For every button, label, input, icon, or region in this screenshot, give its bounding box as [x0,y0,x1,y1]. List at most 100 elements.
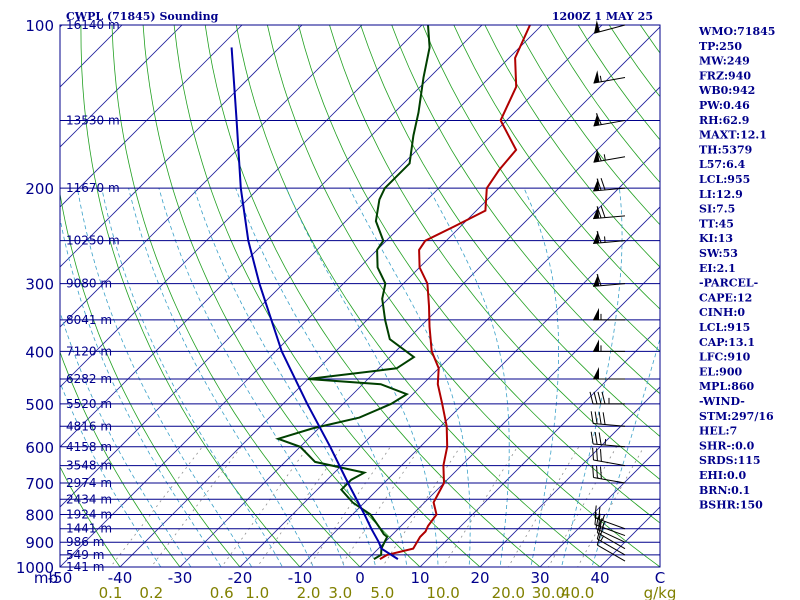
mixing-ratio-line [308,446,391,567]
index-item: MAXT:12.1 [699,129,767,142]
wind-barb [593,367,625,380]
mixing-ratio-tick-label: 40.0 [561,584,594,600]
dry-adiabat [173,25,481,567]
height-label: 4816 m [66,419,112,433]
dry-adiabat [360,25,660,437]
moist-adiabat [128,188,314,567]
index-item: STM:297/16 [699,410,774,423]
height-label: 2434 m [66,492,112,506]
wind-barb [593,205,626,220]
index-item: -WIND- [699,395,745,408]
wind-barb [592,447,626,467]
pressure-tick-label: 500 [25,396,54,414]
wind-barb [593,20,626,34]
index-item: TT:45 [699,217,734,230]
index-item: LFC:910 [699,351,751,364]
index-item: TP:250 [699,40,742,53]
moist-adiabat [428,188,510,567]
mixing-ratio-unit-label: g/kg [644,584,677,600]
height-label: 986 m [66,535,104,549]
height-label: 1924 m [66,507,112,521]
moist-adiabat [349,188,471,567]
wind-barb [593,70,626,84]
height-label: 11670 m [66,181,120,195]
mixing-ratio-line [381,446,461,567]
dry-adiabat [142,25,421,567]
isotherm-line [60,25,543,508]
pressure-tick-label: 900 [25,534,54,552]
isotherm-line [479,386,660,567]
wind-barb [594,505,626,530]
isotherm-line [179,86,660,567]
dewpoint-trace [275,25,431,560]
index-item: L57:6.4 [699,158,746,171]
moist-adiabat [561,188,623,567]
height-label: 1441 m [66,522,112,536]
height-label: 6282 m [66,372,112,386]
pressure-tick-label: 800 [25,506,54,524]
wind-barb [593,149,626,163]
moist-adiabat [101,188,283,567]
height-label: 9080 m [66,277,112,291]
wind-barb [593,178,626,192]
index-item: LI:12.9 [699,188,743,201]
index-item: TH:5379 [699,143,752,156]
dry-adiabat [546,25,660,184]
isotherm-line [60,25,303,268]
mixing-ratio-tick-label: 0.6 [210,584,234,600]
mixing-ratio-line [150,446,242,567]
index-item: SRDS:115 [699,454,761,467]
height-label: 2974 m [66,476,112,490]
index-item: FRZ:940 [699,69,751,82]
sounding-time: 1200Z 1 MAY 25 [552,10,653,23]
mixing-ratio-line [442,446,518,567]
isotherm-line [60,25,63,28]
index-item: SHR-:0.0 [699,439,755,452]
index-item: KI:13 [699,232,733,245]
dry-adiabat [453,25,660,310]
isotherm-line [60,25,483,448]
index-item: MPL:860 [699,380,755,393]
index-item: SI:7.5 [699,203,735,216]
pressure-tick-label: 700 [25,475,54,493]
index-item: EI:2.1 [699,262,736,275]
mixing-ratio-line [577,446,645,567]
temperature-tick-label: -40 [108,569,133,587]
index-item: CAP:13.1 [699,336,755,349]
height-label: 10250 m [66,234,120,248]
wind-barb [589,391,625,405]
height-labels: 16140 m 13530 m 11670 m 10250 m 9080 m 8041 m… [66,18,120,574]
temperature-axis: -50 -40 -30 -20 -10 0 10 20 30 40 [48,569,610,587]
plot-frame [59,24,661,568]
isotherm-line [60,25,423,388]
isotherm-line [239,146,660,567]
isotherm-line [60,25,603,567]
dry-adiabat [329,25,660,481]
index-item: HEL:7 [699,425,737,438]
mixing-ratio-tick-label: 2.0 [297,584,321,600]
height-label: 549 m [66,548,104,562]
pressure-tick-label: 100 [25,17,54,35]
pressure-tick-label: 400 [25,343,54,361]
temperature-tick-label: -50 [48,569,73,587]
wind-barb [596,533,626,562]
wind-barbs [589,20,626,562]
moist-adiabat [235,188,408,567]
moist-adiabat [60,216,222,567]
isotherm-line [539,446,660,567]
index-item: -PARCEL- [699,277,758,290]
mixing-ratio-line [339,446,421,567]
height-label: 5520 m [66,397,112,411]
mixing-ratio-line [547,446,617,567]
wind-barb [596,520,626,550]
moist-adiabat [158,188,345,567]
index-item: WMO:71845 [698,25,775,38]
dry-adiabat [80,25,301,567]
dry-adiabat [60,465,121,567]
index-item: BSHR:150 [699,499,763,512]
dry-adiabat [298,25,660,524]
temperature-tick-label: -20 [228,569,253,587]
wind-barb [590,431,626,448]
index-item: WB0:942 [698,84,755,97]
wind-barb [593,307,625,321]
